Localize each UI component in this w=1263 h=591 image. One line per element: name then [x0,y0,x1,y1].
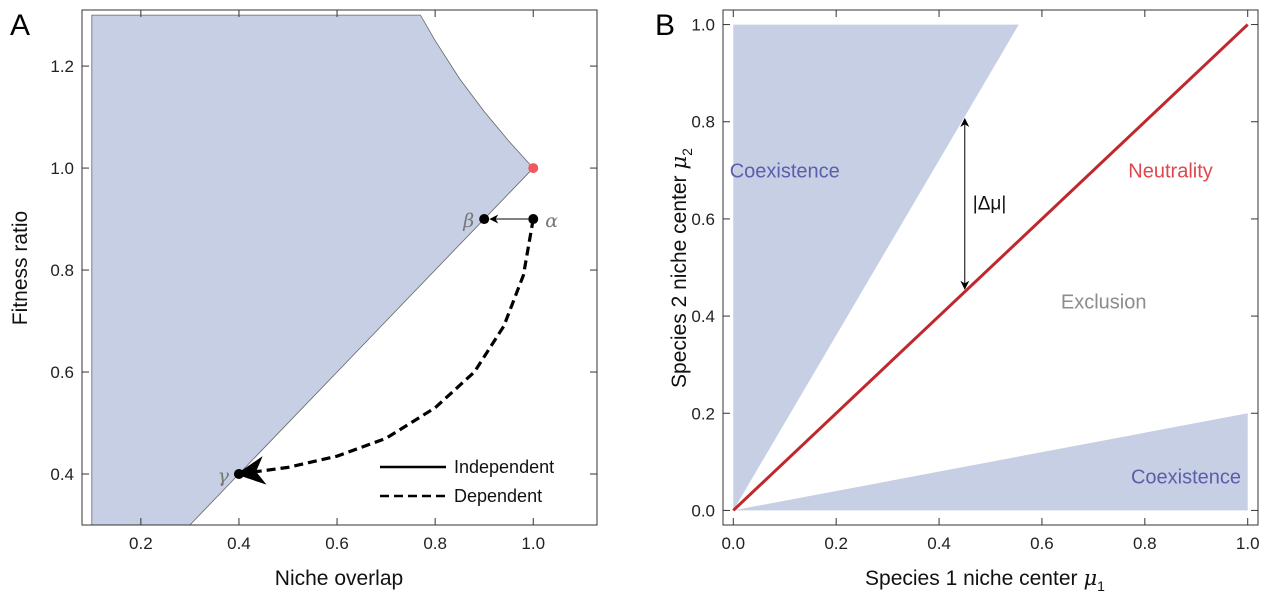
panel-b-coexistence-region-2 [733,413,1248,511]
panel-b-x-axis-title-text: Species 1 niche center [865,567,1077,590]
panel-b-neutrality-line [732,23,1249,512]
panel-a-point-alpha [528,214,539,225]
panel-b-x-axis-title: Species 1 niche center μ1 [865,566,1105,591]
panel-a-dependent-curve [236,218,535,485]
panel-b-frame [722,9,1259,526]
panel-a-frame [81,9,598,526]
panel-b-x-axis-symbol: μ [1084,566,1098,590]
panel-b-x-tick-label: 0.0 [721,534,745,553]
panel-b-x-tick-label: 0.4 [927,534,951,553]
panel-a-x-tick-label: 1.0 [521,534,545,553]
panel-b-y-axis-symbol: μ [667,156,691,170]
panel-b-y-axis-title-text: Species 2 niche center [668,175,691,387]
panel-b-y-tick-label: 0.6 [691,210,715,229]
panel-b-y-tick-label: 0.4 [691,307,715,326]
panel-b-exclusion-label: Exclusion [1061,292,1147,314]
panel-a-point-label-alpha: α [545,210,558,232]
panel-b-y-ticks: 0.0 0.2 0.4 0.6 0.8 1.0 [691,16,1258,520]
panel-a-x-axis-title: Niche overlap [275,567,403,590]
panel-a-letter: A [10,9,30,42]
panel-b: B 0.0 0.2 0.4 0.6 0.8 1.0 0.00.20.40.60.81.0 … [655,9,1260,591]
panel-a-point-beta [479,214,490,225]
panel-b-x-tick-label: 1.0 [1236,534,1260,553]
panel-b-x-axis-subscript: 1 [1097,578,1105,591]
panel-a-x-tick-label: 0.4 [227,534,251,553]
panel-b-y-tick-label: 0.8 [691,113,715,132]
panel-a-coexistence-region [91,14,534,526]
panel-b-y-tick-label: 1.0 [691,16,715,35]
panel-a-point-gamma [233,469,244,480]
panel-a-point-label-beta: β [462,210,474,232]
legend-independent-label: Independent [454,457,554,477]
panel-b-x-tick-label: 0.8 [1133,534,1157,553]
panel-b-x-tick-label: 0.2 [824,534,848,553]
panel-a-y-tick-label: 0.4 [50,465,74,484]
panel-b-neutrality-label: Neutrality [1128,160,1212,182]
panel-b-y-axis-title: Species 2 niche center μ2 [667,148,695,388]
panel-a-neutral-point [528,163,539,174]
panel-a-y-tick-label: 0.6 [50,363,74,382]
panel-b-y-tick-label: 0.2 [691,404,715,423]
panel-b-coexistence-region-1 [733,24,1019,511]
panel-a-y-ticks: 0.4 0.6 0.8 1.0 1.2 [50,57,597,484]
panel-b-y-tick-label: 0.0 [691,501,715,520]
panel-a-y-tick-label: 0.8 [50,261,74,280]
panel-a-x-tick-label: 0.8 [423,534,447,553]
panel-a-x-ticks: 0.2 0.4 0.6 0.8 1.0 [129,10,545,553]
panel-a-point-label-gamma: γ [218,465,230,487]
panel-a-x-tick-label: 0.2 [129,534,153,553]
legend-dependent-label: Dependent [454,486,542,506]
panel-a-legend: Independent Dependent [380,457,554,506]
panel-b-coexistence-regions [733,24,1248,511]
panel-a-y-axis-title: Fitness ratio [9,211,32,325]
panel-b-y-axis-subscript: 2 [679,148,695,156]
panel-a-y-tick-label: 1.0 [50,159,74,178]
panel-a-y-tick-label: 1.2 [50,57,74,76]
panel-b-letter: B [655,9,675,42]
panel-a: A 0.2 0.4 0.6 0.8 1.0 0.4 0.6 0.8 1.0 1.2 α β γ In… [9,9,598,590]
panel-b-coexistence-label-upper: Coexistence [730,160,840,182]
panel-b-delta-label: |Δμ| [973,193,1007,214]
panel-b-x-ticks: 0.0 0.2 0.4 0.6 0.8 1.0 [721,10,1260,553]
panel-a-points: α β γ [218,210,559,487]
panel-a-x-tick-label: 0.6 [325,534,349,553]
panel-b-x-tick-label: 0.6 [1030,534,1054,553]
panel-b-coexistence-label-lower: Coexistence [1131,466,1241,488]
